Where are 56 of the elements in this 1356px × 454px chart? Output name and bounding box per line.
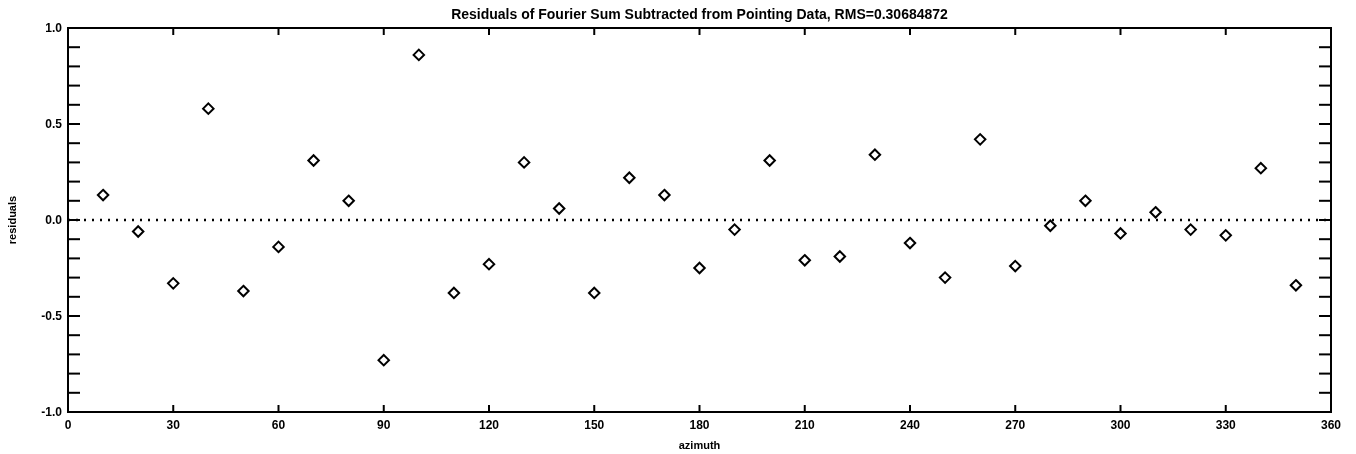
point: [412, 48, 426, 62]
x-tick-label: 270: [1005, 418, 1026, 432]
point: [482, 257, 496, 271]
point: [1289, 279, 1303, 292]
x-tick-label: 60: [271, 418, 286, 432]
point: [96, 188, 110, 202]
point: [833, 250, 847, 263]
y-tick-label: 0.0: [45, 213, 63, 228]
point: [973, 133, 987, 146]
y-tick-label: -0.5: [41, 309, 63, 324]
point: [342, 194, 355, 208]
point: [167, 277, 180, 290]
point: [903, 236, 917, 250]
point: [938, 271, 952, 284]
x-tick-label: 240: [899, 418, 921, 432]
point: [1044, 219, 1057, 232]
x-tick-label: 90: [377, 418, 391, 432]
point: [377, 353, 390, 367]
point: [1254, 161, 1268, 175]
point: [658, 188, 671, 202]
x-tick-label: 360: [1320, 418, 1342, 432]
x-tick-label: 210: [794, 418, 816, 432]
point: [1079, 194, 1092, 208]
x-tick-label: 300: [1110, 418, 1131, 432]
point: [1009, 259, 1022, 273]
x-tick-label: 150: [584, 418, 605, 432]
y-axis-title: residuals: [6, 195, 18, 245]
point: [588, 286, 601, 300]
x-tick-label: 0: [64, 418, 72, 432]
point: [693, 261, 706, 275]
point: [307, 154, 320, 167]
x-tick-label: 30: [166, 418, 181, 432]
point: [1149, 206, 1162, 219]
point: [202, 102, 215, 115]
x-tick-label: 330: [1215, 418, 1237, 432]
point: [1184, 223, 1197, 236]
x-axis-title: azimuth: [678, 439, 721, 451]
point: [552, 202, 566, 215]
y-tick-label: 1.0: [45, 21, 63, 36]
y-tick-label: 0.5: [45, 117, 63, 132]
point: [728, 223, 741, 236]
point: [623, 171, 636, 184]
point: [1114, 227, 1127, 240]
x-tick-label: 120: [478, 418, 500, 432]
point: [237, 284, 250, 298]
y-tick-label: -1.0: [41, 405, 63, 420]
point: [763, 154, 776, 167]
point: [131, 225, 145, 238]
point: [798, 254, 811, 267]
point: [272, 240, 285, 254]
point: [517, 156, 531, 169]
point: [447, 286, 461, 300]
chart-title: Residuals of Fourier Sum Subtracted from Pointing Data, RMS=0.30684872: [451, 6, 949, 22]
point: [868, 148, 882, 161]
x-tick-label: 180: [689, 418, 710, 432]
point: [1219, 229, 1232, 242]
